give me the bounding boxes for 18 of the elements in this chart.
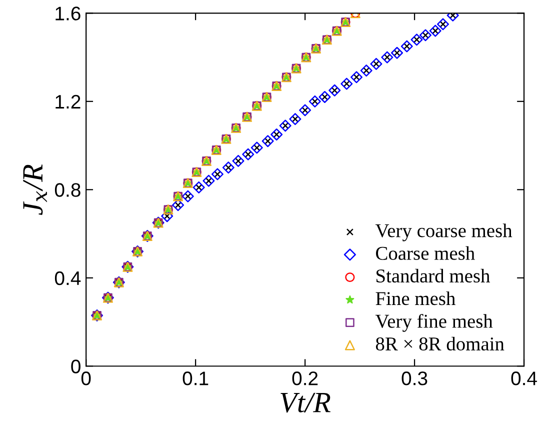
legend-label: Fine mesh xyxy=(376,291,456,306)
legend-label: Coarse mesh xyxy=(376,246,475,260)
x-tick-label: 0.2 xyxy=(292,372,318,386)
legend-label: Standard mesh xyxy=(376,268,490,283)
legend-label: Very fine mesh xyxy=(375,314,493,332)
x-tick-label: 0.1 xyxy=(182,372,208,386)
x-tick-label: 0.3 xyxy=(402,372,428,386)
legend-label: 8R × 8R domain xyxy=(376,336,504,351)
x-tick-label: 0 xyxy=(81,372,91,386)
x-axis-title: Vt/R xyxy=(280,392,330,413)
y-tick-label: 0 xyxy=(71,360,80,374)
y-axis-title: J$_{x}$/R xyxy=(23,164,47,216)
x-tick-label: 0.4 xyxy=(511,372,537,386)
y-tick-label: 0.8 xyxy=(54,183,80,197)
y-tick-label: 0.4 xyxy=(54,271,81,286)
y-tick-label: 1.2 xyxy=(56,94,80,108)
y-tick-label: 1.6 xyxy=(56,6,80,20)
legend-label: Very coarse mesh xyxy=(375,224,512,242)
